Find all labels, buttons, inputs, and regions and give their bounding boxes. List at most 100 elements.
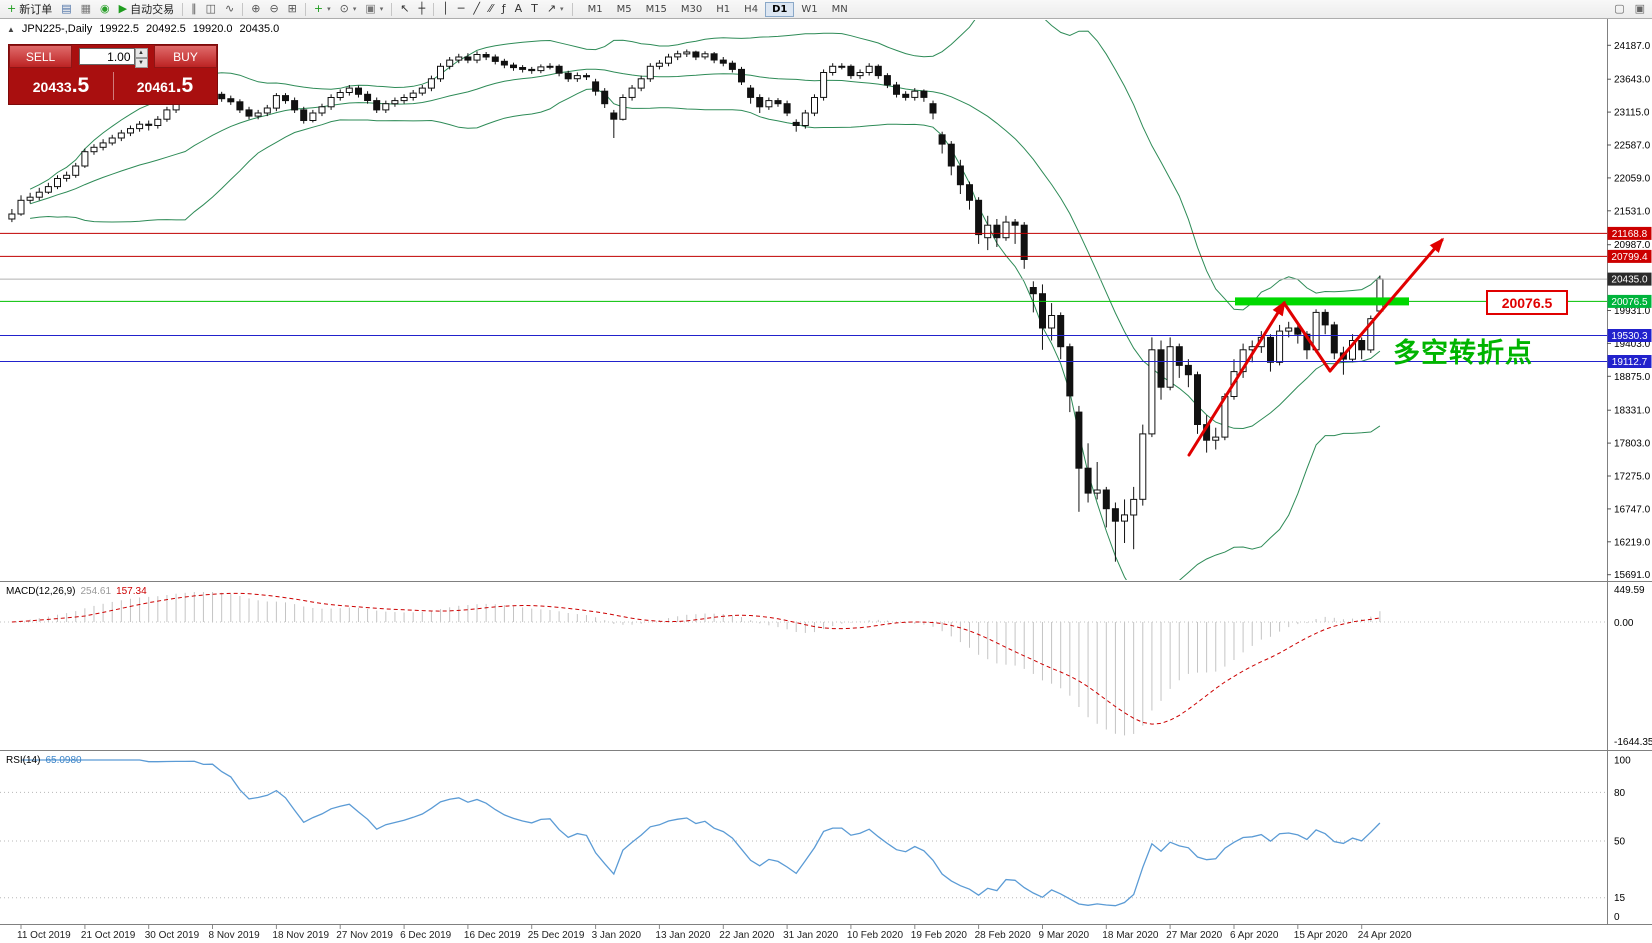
time-axis-label: 15 Apr 2020 — [1294, 930, 1348, 941]
candle-body — [1139, 433, 1147, 500]
scale-tick-label: 17803.0 — [1614, 439, 1651, 450]
dock-window-icon-button[interactable]: ▢ — [1614, 2, 1625, 15]
candle-body — [81, 151, 89, 167]
candle-body — [72, 165, 80, 176]
price-badge — [1607, 294, 1652, 308]
timeframe-mn-button[interactable]: MN — [831, 3, 848, 15]
candle-body — [528, 68, 536, 72]
trend-arrow[interactable] — [1282, 301, 1332, 373]
periods-icon: ⊙ — [339, 2, 349, 15]
trendline-button[interactable]: ╱ — [469, 0, 484, 18]
scale-tick-label: 16219.0 — [1614, 537, 1651, 548]
candle-body — [90, 146, 98, 153]
vertical-line-button[interactable]: │ — [438, 0, 453, 18]
candle-body — [519, 67, 527, 70]
toolbar-separator — [304, 2, 306, 16]
templates-button[interactable]: ▣ ▾ — [361, 0, 387, 18]
timeframe-m1-button[interactable]: M1 — [587, 3, 603, 15]
candle-body — [63, 174, 71, 179]
sell-price[interactable]: 20433.5 — [32, 74, 90, 97]
timeframe-h4-button[interactable]: H4 — [744, 3, 759, 15]
sell-button[interactable]: SELL — [9, 45, 72, 68]
zoom-out-button[interactable]: ⊖ — [265, 0, 282, 18]
timeframe-m5-button[interactable]: M5 — [616, 3, 632, 15]
candle-body — [883, 75, 891, 86]
candle-body — [218, 93, 226, 100]
candle-body — [1048, 315, 1056, 329]
timeframe-m15-button[interactable]: M15 — [645, 3, 667, 15]
fibonacci-button[interactable]: ƒ — [498, 0, 510, 18]
time-axis-label: 22 Jan 2020 — [719, 930, 774, 941]
zoom-in-button[interactable]: ⊕ — [247, 0, 264, 18]
volume-down-button[interactable]: ▼ — [134, 58, 148, 68]
candlestick-chart-icon-button[interactable]: ◫ — [202, 0, 220, 18]
candle-body — [473, 54, 481, 61]
tile-windows-button[interactable]: ⊞ — [284, 0, 301, 18]
candle-body — [573, 75, 581, 80]
indicators-button[interactable]: + ▾ — [310, 0, 335, 18]
trend-arrow[interactable] — [1328, 237, 1444, 373]
annotation-layer[interactable] — [1187, 237, 1444, 457]
price-scale[interactable]: 24187.0 23643.0 23115.0 22587.0 22059.0 21531… — [1607, 41, 1652, 923]
candle-body — [136, 123, 144, 130]
bar-chart-icon-button[interactable]: ∥ — [187, 0, 201, 18]
window-list-icon-button[interactable]: ▣ — [1634, 2, 1645, 15]
market-watch-icon-button[interactable]: ▤ — [57, 0, 75, 18]
candle-body — [1148, 349, 1156, 435]
navigator-icon-button[interactable]: ◉ — [96, 0, 114, 18]
one-click-panel-toggle-icon[interactable]: ▲ — [7, 24, 15, 34]
volume-input[interactable] — [78, 48, 135, 65]
candle-body — [117, 132, 125, 139]
time-axis-label: 19 Feb 2020 — [911, 930, 968, 941]
time-axis[interactable]: 11 Oct 2019 21 Oct 2019 30 Oct 2019 8 Nov 2… — [17, 925, 1412, 941]
candle-body — [482, 54, 490, 58]
data-window-icon-button[interactable]: ▦ — [77, 0, 95, 18]
label-button[interactable]: T — [527, 0, 542, 18]
support-price-label-box[interactable]: 20076.5 — [1486, 290, 1568, 315]
text-button[interactable]: A — [511, 0, 527, 18]
time-axis-label: 10 Feb 2020 — [847, 930, 904, 941]
label-icon: T — [531, 2, 538, 15]
arrows-button[interactable]: ↗ ▾ — [543, 0, 568, 18]
periods-button[interactable]: ⊙ ▾ — [336, 0, 361, 18]
dropdown-caret-icon: ▾ — [352, 5, 357, 13]
candle-body — [17, 199, 25, 215]
new-order-button[interactable]: + 新订单 — [3, 0, 56, 18]
time-axis-label: 27 Mar 2020 — [1166, 930, 1223, 941]
candle-body — [309, 112, 317, 121]
scale-tick-label: 20987.0 — [1614, 240, 1651, 251]
support-zone-bar[interactable] — [1235, 297, 1409, 306]
candle-body — [956, 165, 964, 186]
timeframe-w1-button[interactable]: W1 — [801, 3, 818, 15]
crosshair-button[interactable]: ┼ — [415, 0, 430, 18]
buy-button[interactable]: BUY — [154, 45, 217, 68]
candle-body — [601, 90, 609, 105]
turning-point-annotation-text[interactable]: 多空转折点 — [1393, 338, 1533, 368]
volume-up-button[interactable]: ▲ — [134, 48, 148, 58]
horizontal-line-button[interactable]: ─ — [454, 0, 469, 18]
line-chart-icon-button[interactable]: ∿ — [221, 0, 238, 18]
cursor-button[interactable]: ↖ — [396, 0, 413, 18]
buy-price[interactable]: 20461.5 — [136, 74, 194, 97]
candle-body — [592, 81, 600, 92]
toolbar-separator — [242, 2, 244, 16]
timeframe-d1-button[interactable]: D1 — [765, 1, 795, 17]
market-watch-icon-icon: ▤ — [61, 2, 72, 15]
volume-control: ▲ ▼ — [72, 45, 154, 68]
candle-body — [710, 53, 718, 61]
channel-button[interactable]: ⁄⁄ — [485, 0, 497, 18]
autotrading-button[interactable]: ▶ 自动交易 — [115, 0, 178, 18]
time-axis-label: 11 Oct 2019 — [17, 930, 71, 941]
scale-tick-label: 22587.0 — [1614, 141, 1651, 152]
toolbar-separator — [433, 2, 435, 16]
candle-body — [1029, 287, 1037, 295]
candle-body — [382, 103, 390, 111]
timeframe-h1-button[interactable]: H1 — [716, 3, 731, 15]
timeframe-m30-button[interactable]: M30 — [680, 3, 703, 15]
price-badge-label: 20076.5 — [1611, 297, 1648, 308]
trend-arrow[interactable] — [1187, 300, 1286, 457]
time-axis-label: 25 Dec 2019 — [528, 930, 585, 941]
rsi-scale-label: 100 — [1614, 756, 1631, 767]
candle-body — [427, 78, 435, 89]
